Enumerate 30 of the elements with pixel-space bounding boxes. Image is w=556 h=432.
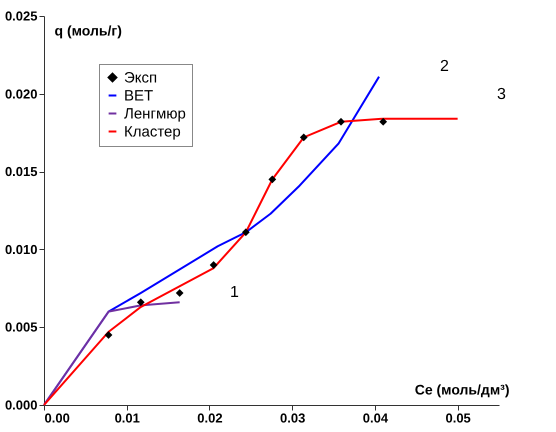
y-axis-title: q (моль/г) — [54, 22, 122, 38]
annotation: 1 — [230, 284, 239, 301]
legend-label: Эксп — [124, 70, 158, 86]
point — [379, 118, 388, 126]
annotation: 3 — [497, 86, 506, 103]
y-tick-label: 0.005 — [4, 320, 38, 335]
legend-label: Ленгмюр — [124, 106, 186, 122]
point — [268, 176, 276, 184]
point — [136, 298, 145, 306]
point — [210, 261, 218, 269]
x-tick-label: 0.01 — [114, 410, 140, 426]
point — [176, 289, 184, 297]
y-tick-label: 0.010 — [4, 242, 38, 257]
point — [300, 133, 308, 142]
y-tick-label: 0.025 — [4, 8, 38, 24]
point — [337, 118, 345, 126]
y-tick-label: 0.020 — [4, 86, 38, 102]
x-tick-label: 0.02 — [197, 410, 223, 426]
x-tick-label: 0.03 — [280, 410, 306, 426]
legend-label: Кластер — [124, 124, 181, 140]
point — [242, 228, 250, 236]
x-tick-label: 0.05 — [445, 410, 471, 426]
y-tick-label: 0.000 — [4, 398, 38, 412]
y-tick-label: 0.015 — [4, 164, 38, 180]
x-tick-label: 0.00 — [44, 410, 70, 426]
annotation: 2 — [440, 58, 449, 75]
legend-label: BET — [124, 88, 154, 104]
x-tick-label: 0.04 — [362, 410, 389, 426]
point — [104, 331, 112, 339]
x-axis-title: Ce (моль/дм³) — [414, 382, 510, 398]
